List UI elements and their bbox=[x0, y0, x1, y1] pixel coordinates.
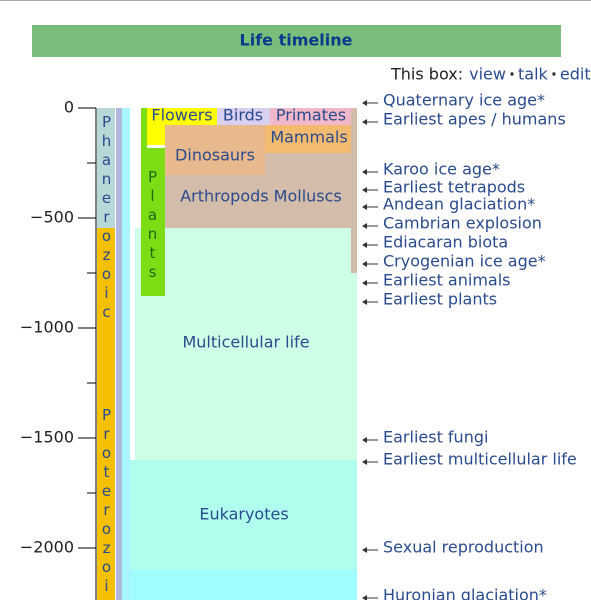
event-arrowhead bbox=[362, 261, 367, 267]
strip bbox=[116, 108, 122, 600]
block-label: Arthropods Molluscs bbox=[180, 187, 342, 206]
event-label: Earliest fungi bbox=[383, 428, 488, 447]
event-label: Earliest multicellular life bbox=[383, 450, 577, 469]
prokaryotes bbox=[130, 570, 357, 600]
eon-label: Proterozoic bbox=[98, 406, 116, 600]
separator: · bbox=[551, 65, 557, 84]
mammals-bg bbox=[265, 125, 351, 153]
event-arrowhead bbox=[362, 223, 367, 229]
tool-link[interactable]: talk bbox=[518, 65, 549, 84]
eon-label: Phanerozoic bbox=[98, 113, 116, 322]
eukaryotes-bg bbox=[130, 460, 357, 570]
event-arrowhead bbox=[362, 169, 367, 175]
eon-proterozoic bbox=[97, 228, 115, 600]
block-label: Dinosaurs bbox=[175, 146, 255, 165]
strip bbox=[122, 108, 130, 600]
event-label: Ediacaran biota bbox=[383, 233, 508, 252]
event-arrowhead bbox=[362, 187, 367, 193]
dinosaurs-bg bbox=[165, 125, 265, 175]
separator: · bbox=[509, 65, 515, 84]
flowers-bg bbox=[147, 108, 217, 125]
tick-label: −1500 bbox=[20, 428, 74, 447]
primates-bg bbox=[270, 108, 351, 125]
event-label: Huronian glaciation* bbox=[383, 586, 547, 600]
event-label: Andean glaciation* bbox=[383, 195, 535, 214]
eon-phanerozoic bbox=[97, 108, 115, 228]
top-border bbox=[0, 0, 591, 1]
tool-link[interactable]: edit bbox=[560, 65, 591, 84]
event-arrowhead bbox=[362, 547, 367, 553]
plants-bg bbox=[141, 108, 147, 148]
event-label: Sexual reproduction bbox=[383, 538, 544, 557]
tick-label: 0 bbox=[64, 98, 74, 117]
tools-prefix: This box: bbox=[390, 65, 463, 84]
birds-bg bbox=[217, 108, 270, 125]
title: Life timeline bbox=[240, 31, 353, 50]
event-label: Cambrian explosion bbox=[383, 214, 542, 233]
event-label: Karoo ice age* bbox=[383, 160, 500, 179]
event-label: Cryogenian ice age* bbox=[383, 252, 546, 271]
event-arrowhead bbox=[362, 595, 367, 600]
plants-bg bbox=[141, 148, 165, 296]
event-arrowhead bbox=[362, 242, 367, 248]
cryogenian-strip bbox=[351, 228, 357, 273]
tick-label: −2000 bbox=[20, 538, 74, 557]
block-label: Plants bbox=[144, 168, 162, 282]
tool-link[interactable]: view bbox=[469, 65, 506, 84]
event-arrowhead bbox=[362, 299, 367, 305]
event-arrowhead bbox=[362, 119, 367, 125]
event-arrowhead bbox=[362, 437, 367, 443]
event-label: Earliest apes / humans bbox=[383, 110, 566, 129]
block-label: Primates bbox=[276, 106, 346, 125]
event-label: Quaternary ice age* bbox=[383, 91, 545, 110]
block-label: Flowers bbox=[151, 106, 212, 125]
event-arrowhead bbox=[362, 280, 367, 286]
block-label: Eukaryotes bbox=[199, 505, 288, 524]
tick-label: −1000 bbox=[20, 318, 74, 337]
block-label: Multicellular life bbox=[182, 333, 309, 352]
tick-label: −500 bbox=[30, 208, 74, 227]
event-arrowhead bbox=[362, 459, 367, 465]
flowers-bg bbox=[147, 125, 165, 145]
block-label: Mammals bbox=[270, 128, 347, 147]
event-arrowhead bbox=[362, 204, 367, 210]
event-label: Earliest animals bbox=[383, 271, 510, 290]
event-label: Earliest tetrapods bbox=[383, 178, 525, 197]
event-arrowhead bbox=[362, 100, 367, 106]
title-bar bbox=[32, 25, 561, 57]
multicellular-bg bbox=[135, 228, 357, 460]
block-label: Birds bbox=[223, 106, 263, 125]
event-label: Earliest plants bbox=[383, 290, 497, 309]
